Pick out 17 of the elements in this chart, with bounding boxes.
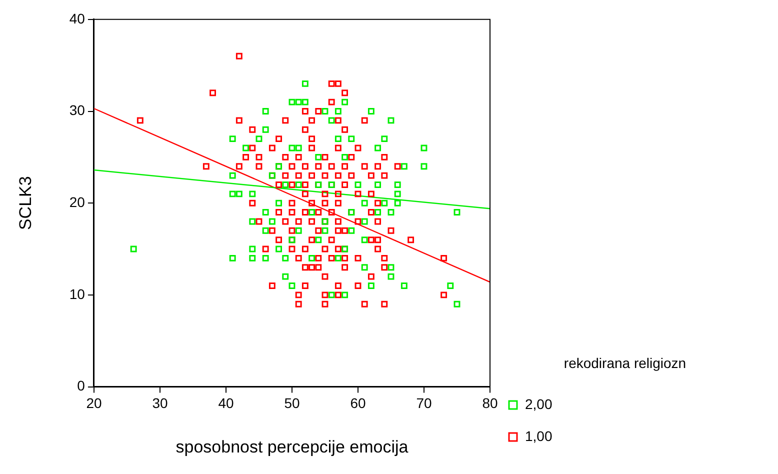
x-tick-label: 30 [152, 395, 168, 412]
x-tick-label: 80 [482, 395, 498, 412]
x-tick-label: 40 [218, 395, 234, 412]
y-tick-label: 30 [69, 102, 86, 118]
legend-label: 2,00 [525, 396, 552, 412]
x-tick-label: 20 [86, 395, 102, 412]
y-tick-label: 40 [69, 10, 86, 26]
x-axis-title: sposobnost percepcije emocija [176, 437, 409, 456]
y-axis-title: SCLK3 [16, 176, 35, 230]
x-tick-label: 70 [416, 395, 432, 412]
legend-label: 1,00 [525, 428, 552, 444]
y-tick-label: 0 [77, 378, 86, 394]
y-tick-label: 20 [69, 194, 86, 210]
y-tick-label: 10 [69, 286, 86, 302]
x-tick-label: 50 [284, 395, 300, 412]
x-tick-label: 60 [350, 395, 366, 412]
legend-title: rekodirana religiozn [564, 355, 686, 372]
